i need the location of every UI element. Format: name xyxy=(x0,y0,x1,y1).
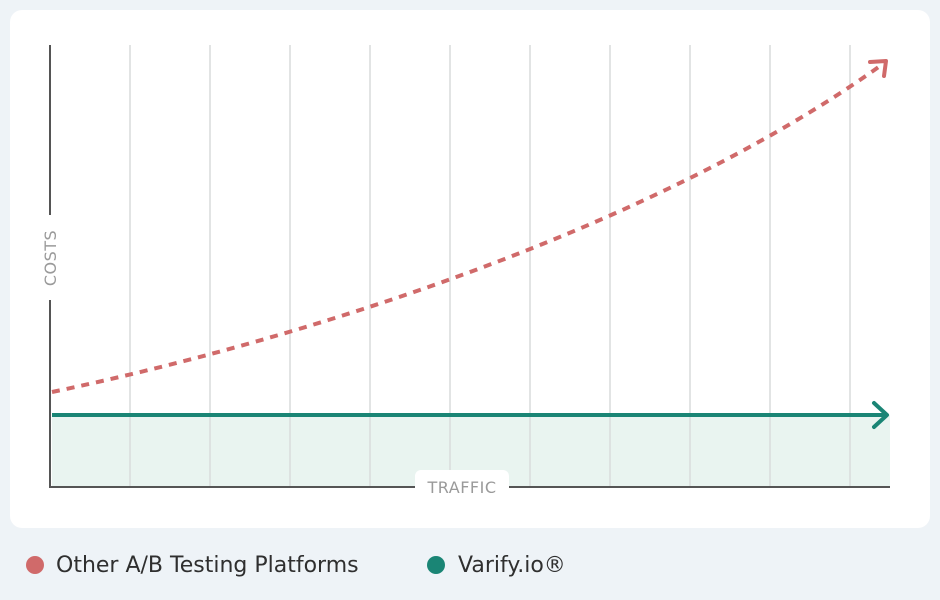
x-axis-label: TRAFFIC xyxy=(427,478,497,497)
other-arrowhead xyxy=(868,59,888,78)
x-label-bg xyxy=(415,470,509,502)
legend-label: Other A/B Testing Platforms xyxy=(56,553,359,578)
y-label-bg xyxy=(40,215,60,300)
legend-swatch xyxy=(26,556,44,574)
other-curve xyxy=(51,64,882,394)
y-axis-label: COSTS xyxy=(41,230,60,286)
varify-arrowhead xyxy=(872,401,889,429)
card xyxy=(10,10,930,528)
legend-label: Varify.io® xyxy=(458,553,566,578)
legend-swatch xyxy=(427,556,445,574)
